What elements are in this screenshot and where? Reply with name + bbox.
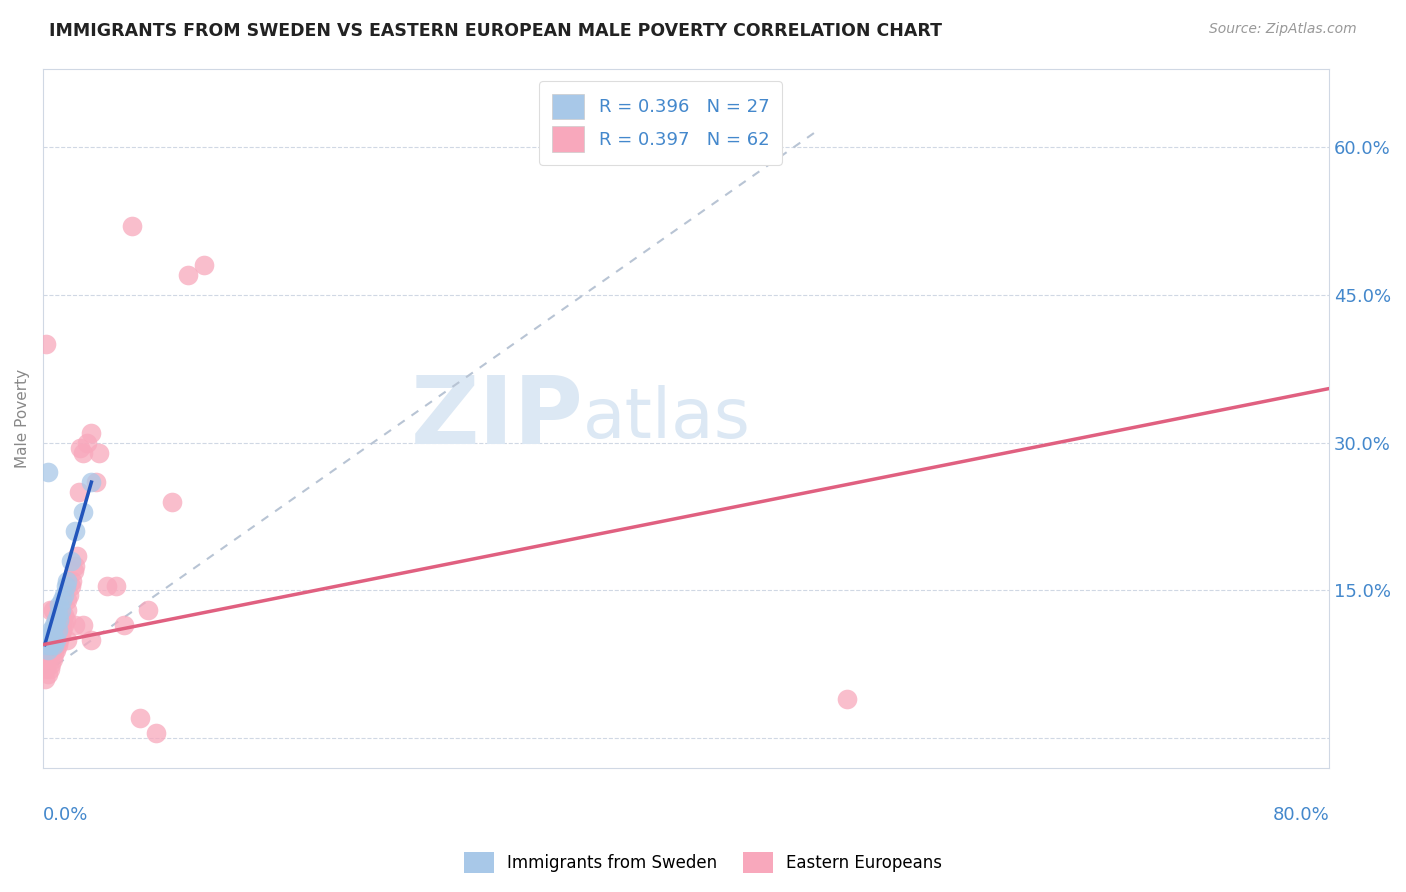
Point — [49, 618, 72, 632]
Point — [55, 613, 77, 627]
Point — [145, 726, 167, 740]
Point — [35, 662, 58, 676]
Point — [38, 603, 60, 617]
Y-axis label: Male Poverty: Male Poverty — [15, 368, 30, 467]
Point — [45, 638, 67, 652]
Point — [35, 337, 58, 351]
Point — [51, 623, 73, 637]
Point — [60, 574, 83, 588]
Text: 0.0%: 0.0% — [44, 806, 89, 824]
Point — [48, 598, 70, 612]
Point — [193, 259, 215, 273]
Point — [80, 475, 103, 489]
Point — [44, 638, 66, 652]
Point — [44, 638, 66, 652]
Point — [42, 638, 65, 652]
Point — [56, 574, 79, 588]
Point — [42, 603, 65, 617]
Point — [89, 445, 111, 459]
Text: ZIP: ZIP — [411, 372, 583, 464]
Point — [44, 618, 66, 632]
Point — [37, 465, 59, 479]
Point — [53, 608, 76, 623]
Point — [58, 588, 80, 602]
Point — [48, 613, 70, 627]
Point — [38, 632, 60, 647]
Point — [46, 608, 69, 623]
Text: atlas: atlas — [583, 384, 751, 451]
Point — [45, 632, 67, 647]
Point — [56, 603, 79, 617]
Point — [34, 672, 56, 686]
Point — [112, 618, 135, 632]
Point — [39, 657, 62, 672]
Point — [46, 628, 69, 642]
Point — [48, 632, 70, 647]
Point — [49, 628, 72, 642]
Point — [65, 524, 87, 539]
Text: 80.0%: 80.0% — [1272, 806, 1329, 824]
Point — [835, 691, 858, 706]
Point — [177, 268, 200, 283]
Point — [45, 613, 67, 627]
Point — [51, 623, 73, 637]
Point — [65, 618, 87, 632]
Point — [39, 638, 62, 652]
Point — [56, 632, 79, 647]
Point — [128, 711, 150, 725]
Point — [42, 652, 65, 666]
Point — [53, 618, 76, 632]
Point — [38, 638, 60, 652]
Point — [38, 662, 60, 676]
Point — [37, 667, 59, 681]
Point — [45, 642, 67, 657]
Point — [46, 638, 69, 652]
Point — [39, 628, 62, 642]
Point — [49, 603, 72, 617]
Point — [45, 632, 67, 647]
Point — [51, 593, 73, 607]
Point — [48, 618, 70, 632]
Legend: Immigrants from Sweden, Eastern Europeans: Immigrants from Sweden, Eastern European… — [457, 846, 949, 880]
Point — [37, 652, 59, 666]
Point — [39, 642, 62, 657]
Text: Source: ZipAtlas.com: Source: ZipAtlas.com — [1209, 22, 1357, 37]
Point — [46, 623, 69, 637]
Point — [35, 638, 58, 652]
Point — [59, 578, 82, 592]
Point — [72, 505, 94, 519]
Point — [39, 623, 62, 637]
Point — [66, 549, 89, 563]
Point — [44, 648, 66, 662]
Point — [65, 558, 87, 573]
Text: IMMIGRANTS FROM SWEDEN VS EASTERN EUROPEAN MALE POVERTY CORRELATION CHART: IMMIGRANTS FROM SWEDEN VS EASTERN EUROPE… — [49, 22, 942, 40]
Point — [51, 613, 73, 627]
Point — [104, 578, 127, 592]
Point — [72, 618, 94, 632]
Point — [42, 623, 65, 637]
Point — [37, 642, 59, 657]
Point — [45, 613, 67, 627]
Point — [76, 435, 98, 450]
Point — [62, 564, 84, 578]
Point — [55, 578, 77, 592]
Point — [59, 554, 82, 568]
Point — [72, 445, 94, 459]
Point — [56, 593, 79, 607]
Point — [121, 219, 143, 233]
Point — [42, 632, 65, 647]
Point — [80, 632, 103, 647]
Point — [53, 588, 76, 602]
Legend: R = 0.396   N = 27, R = 0.397   N = 62: R = 0.396 N = 27, R = 0.397 N = 62 — [538, 81, 782, 165]
Point — [38, 648, 60, 662]
Point — [48, 623, 70, 637]
Point — [136, 603, 159, 617]
Point — [67, 485, 90, 500]
Point — [80, 425, 103, 440]
Point — [84, 475, 107, 489]
Point — [160, 495, 183, 509]
Point — [96, 578, 118, 592]
Point — [69, 441, 91, 455]
